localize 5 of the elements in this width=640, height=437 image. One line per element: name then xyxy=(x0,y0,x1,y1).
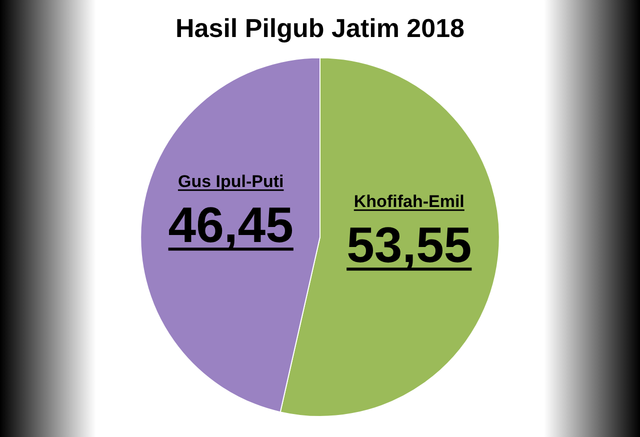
data-label: 46,45 xyxy=(168,197,294,254)
slice-label: Gus Ipul-Puti xyxy=(178,172,284,192)
chart-title: Hasil Pilgub Jatim 2018 xyxy=(175,12,465,43)
slice-label: Khofifah-Emil xyxy=(354,192,464,212)
data-label: 53,55 xyxy=(346,217,472,274)
